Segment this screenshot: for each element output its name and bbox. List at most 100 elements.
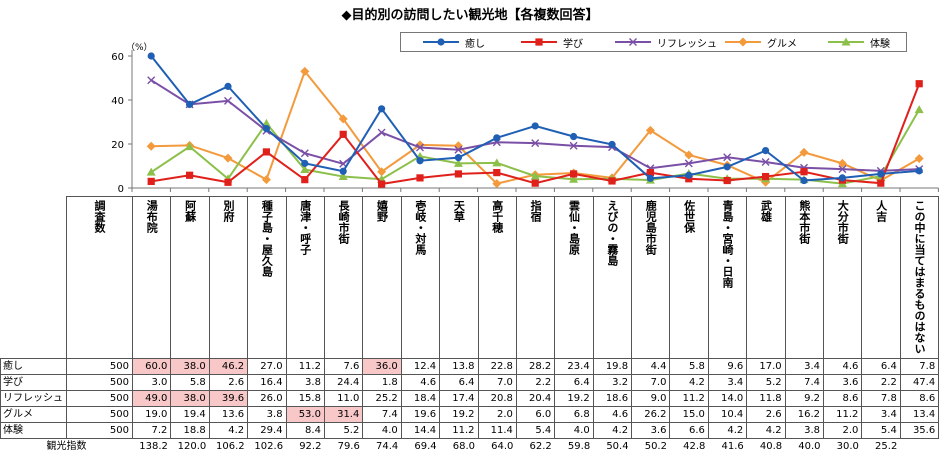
table-cell: 3.8 [248, 407, 286, 423]
table-cell: 23.4 [555, 359, 593, 375]
series-line [151, 56, 919, 181]
data-point [224, 179, 231, 186]
table-cell: 6.0 [516, 407, 554, 423]
total-cell: 74.4 [363, 439, 401, 454]
data-point [263, 148, 270, 155]
table-cell: 7.0 [632, 375, 670, 391]
y-unit-label: （%） [126, 42, 153, 53]
data-point [800, 177, 807, 184]
category-header: 壱岐・対馬 [401, 197, 439, 359]
table-cell: 13.8 [440, 359, 478, 375]
table-cell: 10.4 [708, 407, 746, 423]
header-n-label: 調査数 [92, 200, 107, 233]
data-point [762, 147, 769, 154]
category-label: 唐津・呼子 [298, 200, 313, 255]
header-n: 調査数 [67, 197, 133, 359]
table-cell: 49.0 [133, 391, 171, 407]
data-point [147, 142, 156, 151]
data-point [570, 133, 577, 140]
table-cell: 8.4 [286, 423, 324, 439]
table-cell: 1.8 [363, 375, 401, 391]
table-cell: 15.8 [286, 391, 324, 407]
data-point [455, 154, 462, 161]
data-point [340, 168, 347, 175]
table-cell: 7.4 [363, 407, 401, 423]
category-label: 壱岐・対馬 [413, 200, 428, 255]
y-tick-label: 60 [111, 52, 124, 63]
table-cell: 35.6 [900, 423, 938, 439]
table-cell: 20.8 [478, 391, 516, 407]
table-cell: 15.0 [670, 407, 708, 423]
total-cell: 59.8 [555, 439, 593, 454]
table-cell: 31.4 [324, 407, 362, 423]
table-cell: 19.2 [440, 407, 478, 423]
category-label: 青島・宮崎・日南 [720, 200, 735, 288]
data-point [301, 160, 308, 167]
table-cell: 3.4 [785, 359, 823, 375]
total-cell: 40.8 [747, 439, 785, 454]
category-header: 武雄 [747, 197, 785, 359]
category-header: 佐世保 [670, 197, 708, 359]
table-cell: 6.4 [440, 375, 478, 391]
data-point [877, 180, 884, 187]
table-cell: 4.6 [593, 407, 631, 423]
category-header: えびの・霧島 [593, 197, 631, 359]
y-tick-label: 0 [118, 184, 124, 195]
table-cell: 3.6 [632, 423, 670, 439]
table-cell: 19.0 [133, 407, 171, 423]
data-point [378, 105, 385, 112]
total-cell: 138.2 [133, 439, 171, 454]
category-header: 別府 [209, 197, 247, 359]
y-tick-label: 40 [111, 96, 124, 107]
data-point [762, 173, 769, 180]
category-header: 鹿児島市街 [632, 197, 670, 359]
data-point [493, 134, 500, 141]
data-point [148, 178, 155, 185]
total-cell: 64.0 [478, 439, 516, 454]
table-cell: 3.2 [593, 375, 631, 391]
table-cell: 7.4 [785, 375, 823, 391]
table-cell: 7.8 [862, 391, 900, 407]
total-cell: 41.6 [708, 439, 746, 454]
table-cell: 5.4 [862, 423, 900, 439]
category-header: 阿蘇 [171, 197, 209, 359]
category-label: 別府 [221, 200, 236, 222]
table-header-row: 調査数湯布院阿蘇別府種子島・屋久島唐津・呼子長崎市街嬉野壱岐・対馬天草高千穂指宿… [1, 197, 939, 359]
row-n: 500 [67, 391, 133, 407]
table-cell: 4.4 [632, 359, 670, 375]
category-label: 高千穂 [490, 200, 505, 233]
category-label: 長崎市街 [336, 200, 351, 244]
table-cell: 5.2 [747, 375, 785, 391]
table-cell: 2.6 [747, 407, 785, 423]
row-label: グルメ [1, 407, 67, 423]
table-cell: 16.2 [785, 407, 823, 423]
data-point [148, 52, 155, 59]
data-point [224, 154, 233, 163]
table-cell: 12.4 [401, 359, 439, 375]
table-cell: 3.6 [824, 375, 862, 391]
table-cell: 22.8 [478, 359, 516, 375]
total-cell: 79.6 [324, 439, 362, 454]
row-label: 学び [1, 375, 67, 391]
data-point [685, 172, 692, 179]
table-cell: 4.6 [401, 375, 439, 391]
table-cell: 11.2 [670, 391, 708, 407]
series-layer [147, 52, 924, 188]
total-cell: 106.2 [209, 439, 247, 454]
data-point [839, 174, 846, 181]
category-header: この中に当てはまるものはない [900, 197, 938, 359]
table-cell: 3.4 [862, 407, 900, 423]
data-point [915, 105, 924, 113]
table-cell: 14.4 [401, 423, 439, 439]
category-header: 嬉野 [363, 197, 401, 359]
table-cell: 11.8 [747, 391, 785, 407]
category-header: 種子島・屋久島 [248, 197, 286, 359]
table-cell: 4.6 [824, 359, 862, 375]
table-cell: 4.0 [363, 423, 401, 439]
table-cell: 38.0 [171, 359, 209, 375]
table-cell: 3.8 [286, 375, 324, 391]
table-cell: 19.4 [171, 407, 209, 423]
